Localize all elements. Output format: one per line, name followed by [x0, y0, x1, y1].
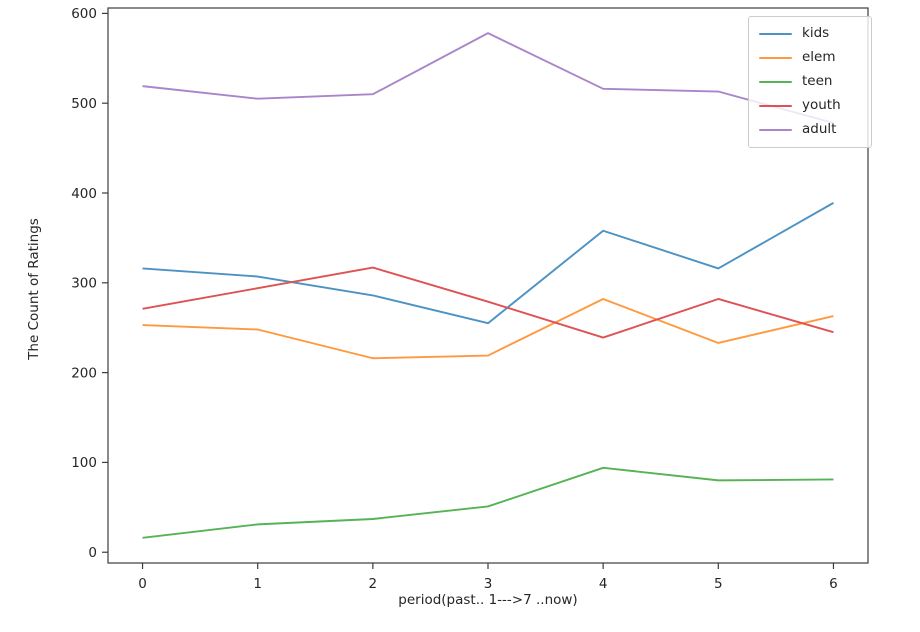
y-tick-label: 400 [71, 186, 97, 202]
y-tick-label: 600 [71, 6, 97, 22]
x-tick-label: 6 [829, 576, 838, 592]
legend-label: elem [802, 49, 836, 66]
x-tick-label: 2 [369, 576, 378, 592]
series-line-teen [142, 466, 834, 539]
y-tick-label: 500 [71, 96, 97, 112]
y-tick-label: 0 [88, 545, 97, 561]
series-line-youth [142, 266, 834, 339]
legend-item-elem: elem [759, 51, 871, 65]
x-tick-label: 3 [484, 576, 493, 592]
legend-line-swatch-kids [759, 32, 792, 36]
x-tick-label: 1 [253, 576, 262, 592]
series-line-adult [142, 32, 834, 124]
legend-item-teen: teen [759, 75, 871, 89]
legend-label: teen [802, 73, 833, 90]
legend-item-adult: adult [759, 123, 871, 137]
legend-label: youth [802, 97, 841, 114]
legend-line-swatch-adult [759, 128, 792, 132]
x-axis-label: period(past.. 1--->7 ..now) [398, 592, 578, 608]
legend-item-kids: kids [759, 27, 871, 41]
y-tick-label: 200 [71, 365, 97, 381]
y-tick-label: 100 [71, 455, 97, 471]
legend-box: kids elem teen youth adult [748, 16, 872, 148]
legend-line-swatch-youth [759, 104, 792, 108]
x-tick-label: 5 [714, 576, 723, 592]
series-line-kids [142, 202, 834, 325]
legend-label: kids [802, 25, 830, 42]
legend-line-swatch-teen [759, 80, 792, 84]
y-tick-label: 300 [71, 276, 97, 292]
x-tick-label: 0 [138, 576, 147, 592]
series-line-elem [142, 298, 834, 360]
legend-label: adult [802, 121, 837, 138]
plot-frame [107, 7, 869, 564]
x-tick-label: 4 [599, 576, 608, 592]
legend-item-youth: youth [759, 99, 871, 113]
legend-line-swatch-elem [759, 56, 792, 60]
y-axis-label: The Count of Ratings [26, 218, 42, 360]
